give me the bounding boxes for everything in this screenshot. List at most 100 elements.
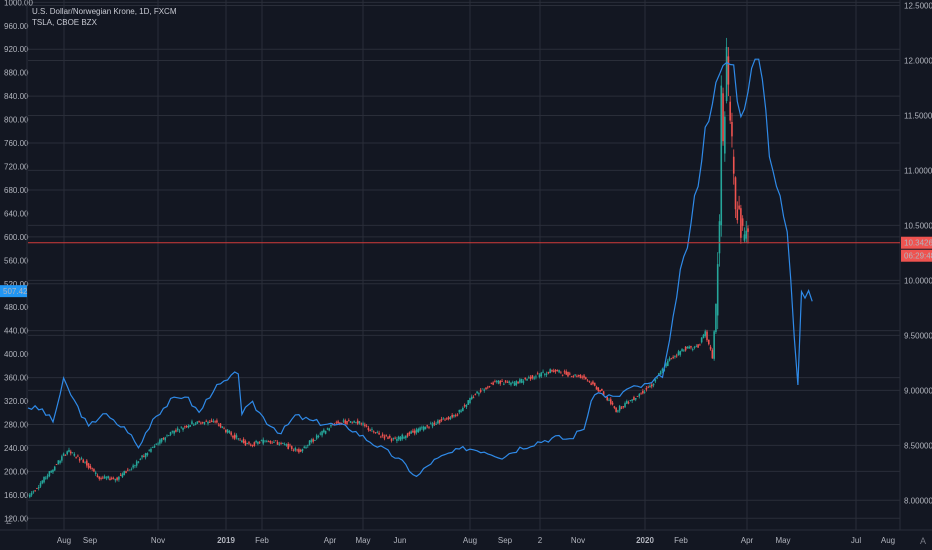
candle-body xyxy=(61,456,63,461)
candle-body xyxy=(497,380,500,384)
candle-body xyxy=(339,422,341,424)
auto-scale-a-button[interactable]: A xyxy=(919,536,926,546)
time-axis-label: 2 xyxy=(538,536,543,545)
candle-body xyxy=(244,441,247,446)
candle-body xyxy=(577,375,580,377)
candle-body xyxy=(572,375,575,377)
candle-body xyxy=(394,437,396,439)
candle-body xyxy=(48,471,51,476)
candle-body xyxy=(533,377,535,379)
price-markers: 10.34262 06:29:48 507.42 xyxy=(0,236,932,298)
candle-body xyxy=(37,486,40,489)
candle-body xyxy=(711,350,714,359)
candle-body xyxy=(544,374,546,376)
candle-body xyxy=(713,331,715,359)
candle-body xyxy=(166,434,168,436)
candle-body xyxy=(667,360,669,367)
candle-body xyxy=(226,429,229,433)
candle-body xyxy=(84,462,86,464)
candle-body xyxy=(729,101,731,121)
time-axis-label: Nov xyxy=(571,536,585,545)
candle-body xyxy=(200,422,202,424)
candle-body xyxy=(371,429,373,431)
candle-body xyxy=(68,449,70,452)
candle-body xyxy=(451,414,453,418)
time-axis-label: Sep xyxy=(83,536,98,545)
candle-body xyxy=(622,406,625,408)
candle-body xyxy=(620,407,623,409)
candle-body xyxy=(399,437,402,441)
candle-body xyxy=(128,469,131,471)
candle-body xyxy=(52,469,54,473)
candle-body xyxy=(102,477,104,479)
candle-body xyxy=(28,494,31,498)
candle-body xyxy=(248,442,250,444)
candle-body xyxy=(690,346,692,348)
candle-body xyxy=(53,466,56,471)
candle-body xyxy=(707,339,710,345)
usdnok-candles xyxy=(28,37,749,499)
right-price-axis[interactable]: 12.50000 12.00000 11.50000 11.00000 10.50000… xyxy=(899,0,932,530)
candle-body xyxy=(634,398,637,400)
candle-body xyxy=(201,421,204,423)
candle-body xyxy=(681,349,683,352)
candle-body xyxy=(511,382,514,384)
candle-body xyxy=(326,428,329,430)
candle-body xyxy=(208,422,211,423)
legend-overlay-symbol[interactable]: TSLA, CBOE BZX xyxy=(32,18,97,27)
candle-body xyxy=(105,477,108,479)
time-axis-label: Aug xyxy=(57,536,71,545)
candle-body xyxy=(237,438,240,440)
candle-body xyxy=(114,478,117,481)
candle-body xyxy=(515,381,518,386)
left-axis-tick: 760.00 xyxy=(4,139,29,148)
candle-body xyxy=(624,403,626,408)
left-axis-tick: 600.00 xyxy=(4,233,29,242)
candle-body xyxy=(80,458,83,459)
candle-body xyxy=(285,444,288,446)
candle-body xyxy=(458,409,461,413)
candle-body xyxy=(652,383,655,386)
candle-body xyxy=(724,116,726,154)
candle-body xyxy=(43,476,45,483)
candle-body xyxy=(292,449,295,451)
candle-body xyxy=(668,358,671,361)
left-axis-tick: 120.00 xyxy=(4,514,29,523)
candle-body xyxy=(91,468,93,470)
candle-body xyxy=(429,423,432,425)
candle-body xyxy=(426,425,429,427)
candle-body xyxy=(212,420,215,422)
candle-body xyxy=(396,439,398,442)
auto-scale-z-button[interactable]: Z xyxy=(6,516,12,526)
candle-body xyxy=(321,431,323,436)
candle-body xyxy=(722,93,724,142)
left-axis-tick: 200.00 xyxy=(4,467,29,476)
candle-body xyxy=(415,429,418,433)
candle-body xyxy=(447,417,450,420)
right-axis-tick: 8.00000 xyxy=(904,496,932,505)
candle-body xyxy=(228,431,231,433)
candle-body xyxy=(235,435,238,438)
candle-body xyxy=(474,394,477,396)
candle-body xyxy=(449,417,452,420)
left-price-axis[interactable]: 1000.00 960.00 920.00 880.00 840.00 800.00 760… xyxy=(4,0,33,530)
candle-body xyxy=(479,389,482,392)
tsla-price-tag-text: 507.42 xyxy=(3,287,28,296)
time-axis-label: 2019 xyxy=(217,536,235,545)
candle-body xyxy=(167,435,170,437)
candle-body xyxy=(203,422,206,424)
time-axis[interactable]: Aug Sep Nov 2019 Feb Apr May Jun Aug Sep 2 Nov 2020 F… xyxy=(0,529,932,545)
legend-main-symbol[interactable]: U.S. Dollar/Norwegian Krone, 1D, FXCM xyxy=(32,7,177,16)
candle-body xyxy=(529,377,532,380)
candle-body xyxy=(465,404,468,408)
candle-body xyxy=(210,420,213,423)
candle-body xyxy=(319,433,322,435)
candle-body xyxy=(116,477,118,480)
candle-body xyxy=(96,475,99,478)
candle-body xyxy=(470,396,473,399)
candle-body xyxy=(385,434,388,436)
right-axis-tick: 12.50000 xyxy=(904,1,932,10)
candle-body xyxy=(225,429,227,433)
candle-body xyxy=(435,423,437,425)
